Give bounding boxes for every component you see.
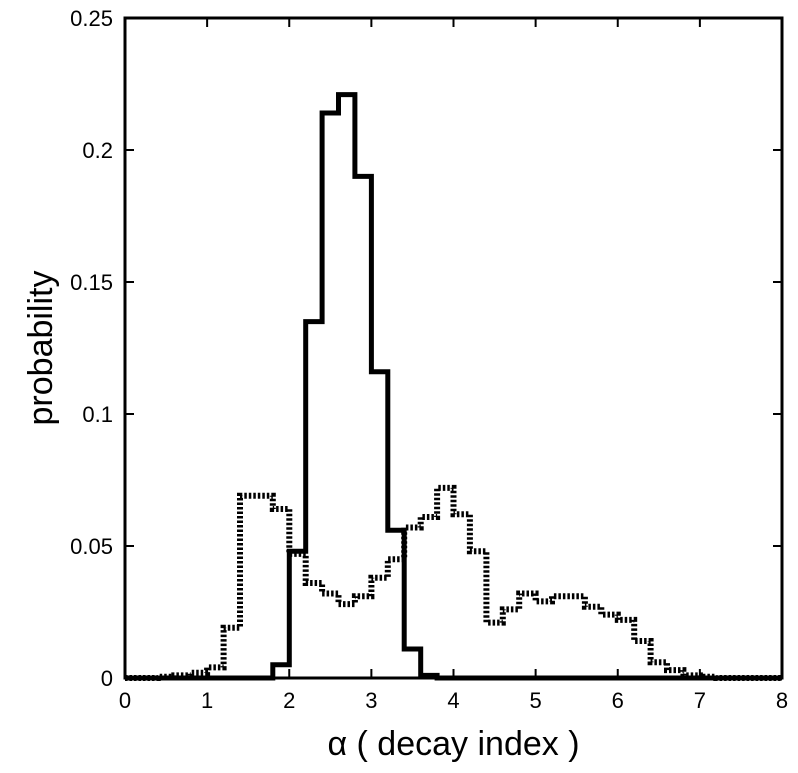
- labels-layer: 0 1 2 3 4 5 6 7 8 0 0.05 0.1 0.15 0.2 0.25: [70, 6, 788, 713]
- y-tick-label: 0.25: [70, 6, 113, 31]
- y-tick-label: 0: [101, 666, 113, 691]
- ticks-layer: [124, 17, 783, 679]
- y-tick-label: 0.2: [82, 138, 113, 163]
- x-tick-label: 2: [283, 688, 295, 713]
- x-tick-label: 0: [119, 688, 131, 713]
- x-tick-label: 8: [776, 688, 788, 713]
- x-tick-label: 4: [447, 688, 459, 713]
- y-tick-label: 0.15: [70, 270, 113, 295]
- solid-histogram-series: [125, 92, 782, 681]
- y-tick-label: 0.05: [70, 534, 113, 559]
- x-tick-label: 1: [201, 688, 213, 713]
- x-axis-title: α ( decay index ): [327, 725, 579, 763]
- x-tick-label: 5: [530, 688, 542, 713]
- x-tick-label: 6: [612, 688, 624, 713]
- dotted-histogram-series: [125, 484, 782, 681]
- y-axis-title: probability: [22, 271, 60, 426]
- y-tick-label: 0.1: [82, 402, 113, 427]
- x-tick-label: 7: [694, 688, 706, 713]
- plot-frame: [123, 16, 784, 680]
- x-tick-label: 3: [365, 688, 377, 713]
- series-layer: [125, 92, 782, 681]
